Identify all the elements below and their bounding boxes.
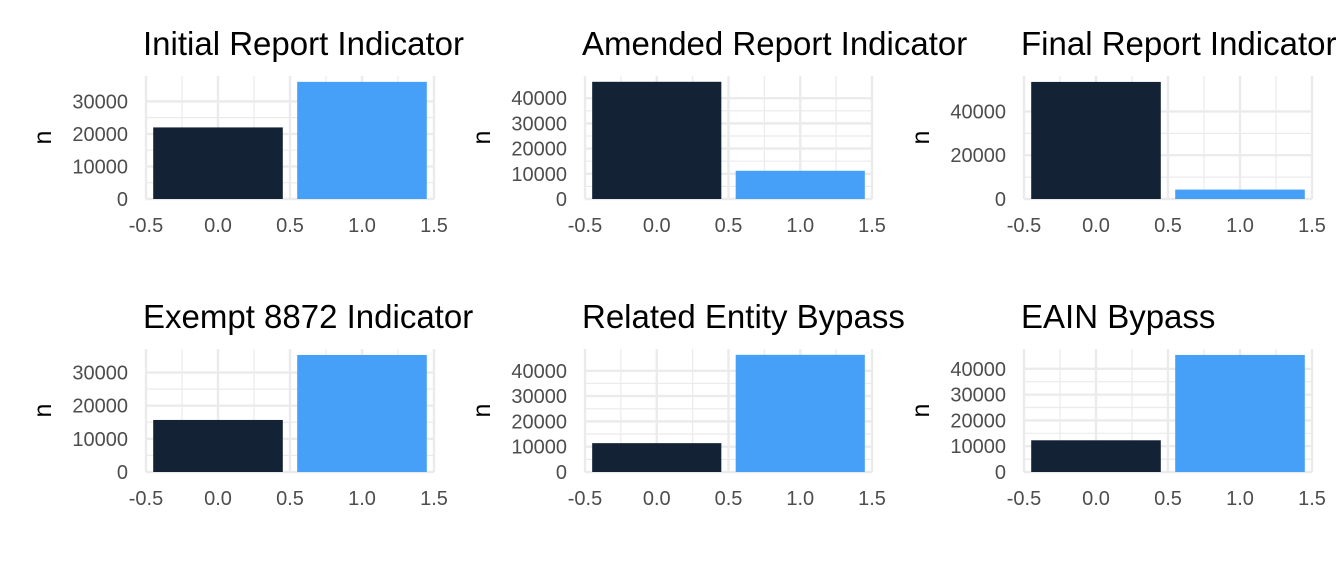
x-tick-label: 1.5 <box>420 488 448 510</box>
x-tick-label: 0.0 <box>204 488 232 510</box>
x-tick-label: 0.0 <box>1082 488 1110 510</box>
y-tick-label: 30000 <box>72 91 128 113</box>
x-tick-label: 0.0 <box>204 215 232 237</box>
y-tick-label: 0 <box>117 189 128 211</box>
x-tick-label: 1.0 <box>786 215 814 237</box>
x-tick-label: 0.5 <box>1154 215 1182 237</box>
y-tick-label: 20000 <box>950 410 1006 432</box>
y-axis-title: n <box>468 131 496 145</box>
bar <box>153 127 283 199</box>
y-axis-title: n <box>907 131 935 145</box>
y-axis-title: n <box>468 404 496 418</box>
y-tick-label: 30000 <box>511 386 567 408</box>
y-tick-label: 40000 <box>511 361 567 383</box>
y-tick-label: 0 <box>995 462 1006 484</box>
chart-panel: Initial Report Indicator 0 10000 20000 30000… <box>29 25 464 237</box>
x-tick-label: 0.5 <box>276 488 304 510</box>
panel-title: Amended Report Indicator <box>582 25 967 62</box>
bar <box>735 170 865 199</box>
y-tick-label: 30000 <box>511 113 567 135</box>
x-tick-label: 0.5 <box>276 215 304 237</box>
y-tick-label: 0 <box>995 189 1006 211</box>
bar <box>1175 189 1305 199</box>
x-tick-label: -0.5 <box>129 488 163 510</box>
y-tick-label: 30000 <box>72 363 128 385</box>
y-tick-label: 0 <box>117 462 128 484</box>
x-tick-label: 0.5 <box>715 215 743 237</box>
x-tick-label: 0.0 <box>643 488 671 510</box>
panel-title: Exempt 8872 Indicator <box>143 298 473 335</box>
bar <box>592 443 722 472</box>
y-tick-label: 40000 <box>950 359 1006 381</box>
chart-panel: Amended Report Indicator 0 10000 20000 30000… <box>468 25 967 237</box>
bar <box>735 354 865 472</box>
y-tick-label: 10000 <box>72 429 128 451</box>
x-tick-label: -0.5 <box>1007 488 1041 510</box>
y-tick-label: 0 <box>556 462 567 484</box>
y-tick-label: 20000 <box>950 145 1006 167</box>
y-tick-label: 20000 <box>72 396 128 418</box>
chart-panel: EAIN Bypass 0 10000 20000 30000 40000 -0.5 0.0 0… <box>907 298 1326 510</box>
y-tick-label: 10000 <box>950 436 1006 458</box>
x-tick-label: 1.0 <box>1226 488 1254 510</box>
x-tick-label: 1.0 <box>786 488 814 510</box>
y-tick-label: 40000 <box>950 101 1006 123</box>
panel-title: Final Report Indicator <box>1021 25 1336 62</box>
bar <box>592 81 722 199</box>
panel-title: Initial Report Indicator <box>143 25 464 62</box>
y-tick-label: 0 <box>556 189 567 211</box>
panel-title: EAIN Bypass <box>1021 298 1215 335</box>
x-tick-label: 1.5 <box>1298 215 1326 237</box>
x-tick-label: 1.0 <box>348 215 376 237</box>
bar <box>297 81 427 199</box>
y-axis-title: n <box>907 404 935 418</box>
y-tick-label: 20000 <box>72 124 128 146</box>
x-tick-label: -0.5 <box>1007 215 1041 237</box>
x-tick-label: 1.5 <box>1298 488 1326 510</box>
x-tick-label: 1.5 <box>420 215 448 237</box>
bar <box>1031 440 1161 472</box>
x-tick-label: -0.5 <box>129 215 163 237</box>
x-tick-label: 0.0 <box>1082 215 1110 237</box>
y-tick-label: 10000 <box>72 156 128 178</box>
x-tick-label: -0.5 <box>568 488 602 510</box>
panel-title: Related Entity Bypass <box>582 298 905 335</box>
x-tick-label: -0.5 <box>568 215 602 237</box>
x-tick-label: 1.5 <box>858 488 886 510</box>
bar <box>297 354 427 472</box>
x-tick-label: 1.5 <box>858 215 886 237</box>
x-tick-label: 1.0 <box>348 488 376 510</box>
y-tick-label: 10000 <box>511 164 567 186</box>
y-tick-label: 10000 <box>511 437 567 459</box>
chart-panel: Related Entity Bypass 0 10000 20000 30000 400… <box>468 298 905 510</box>
y-tick-label: 20000 <box>511 139 567 161</box>
x-tick-label: 0.5 <box>715 488 743 510</box>
chart-panel: Final Report Indicator 0 20000 40000 -0.5 0.0… <box>907 25 1336 237</box>
x-tick-label: 0.0 <box>643 215 671 237</box>
bar <box>1175 354 1305 472</box>
y-tick-label: 30000 <box>950 385 1006 407</box>
bar <box>153 419 283 472</box>
y-axis-title: n <box>29 131 57 145</box>
y-axis-title: n <box>29 404 57 418</box>
y-tick-label: 20000 <box>511 411 567 433</box>
bar <box>1031 81 1161 199</box>
x-tick-label: 0.5 <box>1154 488 1182 510</box>
x-tick-label: 1.0 <box>1226 215 1254 237</box>
y-tick-label: 40000 <box>511 88 567 110</box>
chart-panel: Exempt 8872 Indicator 0 10000 20000 30000 -0.… <box>29 298 473 510</box>
